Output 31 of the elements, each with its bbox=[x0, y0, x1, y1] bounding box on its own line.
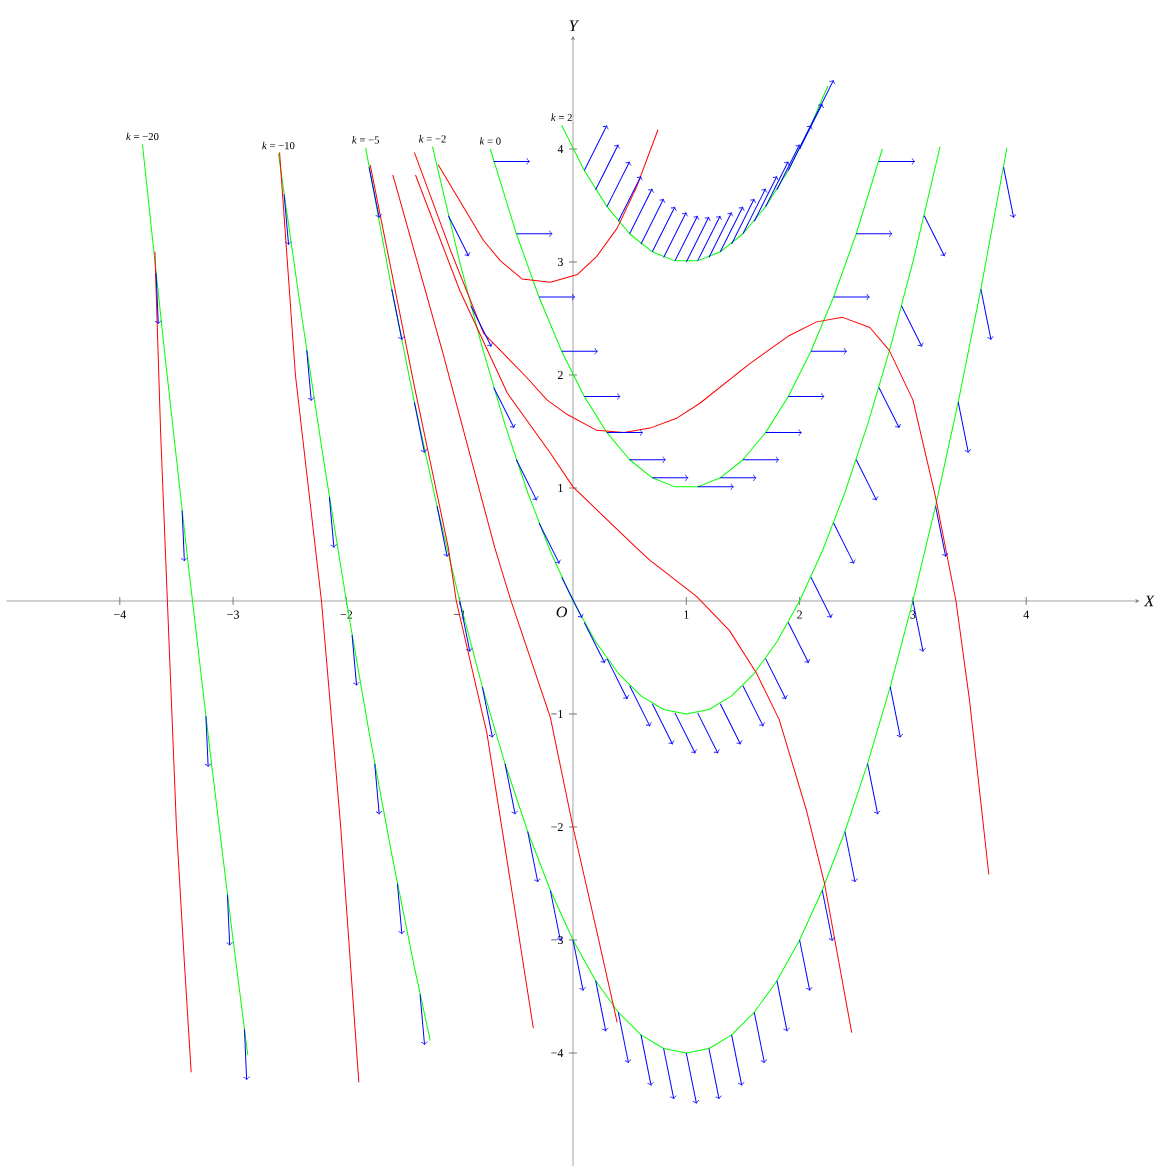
series-label: k = −10 bbox=[262, 141, 295, 150]
series-label: k = −2 bbox=[419, 135, 446, 143]
annotation: O bbox=[556, 606, 568, 618]
line-series bbox=[154, 251, 192, 1073]
line-series bbox=[415, 174, 853, 1034]
line-series bbox=[141, 143, 249, 1056]
y-tick-label: 4 bbox=[557, 145, 564, 153]
line-series bbox=[437, 129, 659, 283]
x-tick-label: −3 bbox=[227, 610, 240, 619]
y-tick-label: 2 bbox=[557, 371, 563, 379]
y-tick-label: 3 bbox=[557, 257, 563, 267]
x-axis-title: X bbox=[1143, 595, 1155, 607]
x-tick-label: 1 bbox=[684, 610, 689, 619]
line-series bbox=[392, 174, 618, 1023]
x-tick-label: 4 bbox=[1023, 610, 1030, 619]
x-tick-label: 3 bbox=[910, 610, 916, 619]
line-series bbox=[413, 151, 990, 875]
y-axis-title: Y bbox=[569, 20, 579, 32]
x-tick-label: 2 bbox=[797, 610, 802, 619]
y-tick-label: 1 bbox=[558, 484, 563, 492]
series-label: k = −5 bbox=[352, 136, 380, 144]
line-series bbox=[369, 164, 534, 1029]
series-label: k = −20 bbox=[126, 132, 159, 141]
x-tick-label: −4 bbox=[114, 610, 126, 619]
series-label: k = 0 bbox=[479, 137, 501, 145]
y-tick-label: −1 bbox=[551, 710, 563, 718]
y-tick-label: −4 bbox=[551, 1049, 564, 1057]
line-series bbox=[277, 153, 431, 1042]
series-label: k = 2 bbox=[551, 113, 572, 121]
y-tick-label: −2 bbox=[551, 823, 563, 831]
line-series bbox=[279, 151, 360, 1083]
